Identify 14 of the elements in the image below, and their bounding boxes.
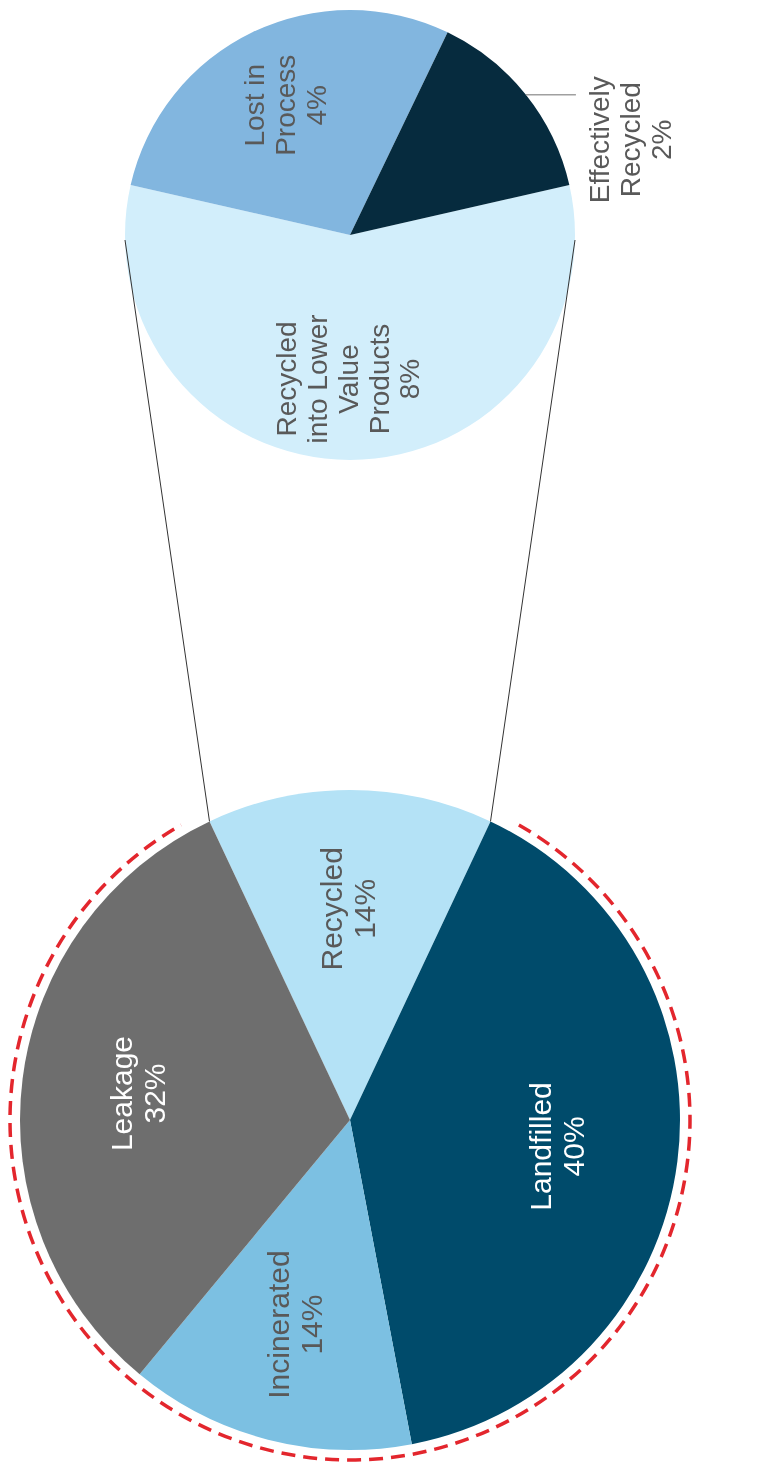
- slice-label: Leakage: [105, 1035, 139, 1152]
- data-label: 4%: [301, 85, 333, 126]
- data-label: 14%: [347, 878, 381, 939]
- data-label: 2%: [645, 119, 677, 160]
- slice-label: Incinerated: [262, 1250, 296, 1399]
- slice-label: Recycled into Lower Value Products: [271, 314, 395, 444]
- data-label: 8%: [394, 358, 426, 400]
- slice-label: Effectively Recycled: [584, 76, 646, 204]
- data-label: 40%: [557, 1116, 591, 1177]
- data-label: 32%: [138, 1063, 172, 1124]
- slice-label: Lost in Process: [239, 54, 302, 156]
- slice-label: Landfilled: [524, 1082, 558, 1211]
- data-label: 14%: [295, 1294, 329, 1355]
- slice-label: Recycled: [314, 847, 348, 971]
